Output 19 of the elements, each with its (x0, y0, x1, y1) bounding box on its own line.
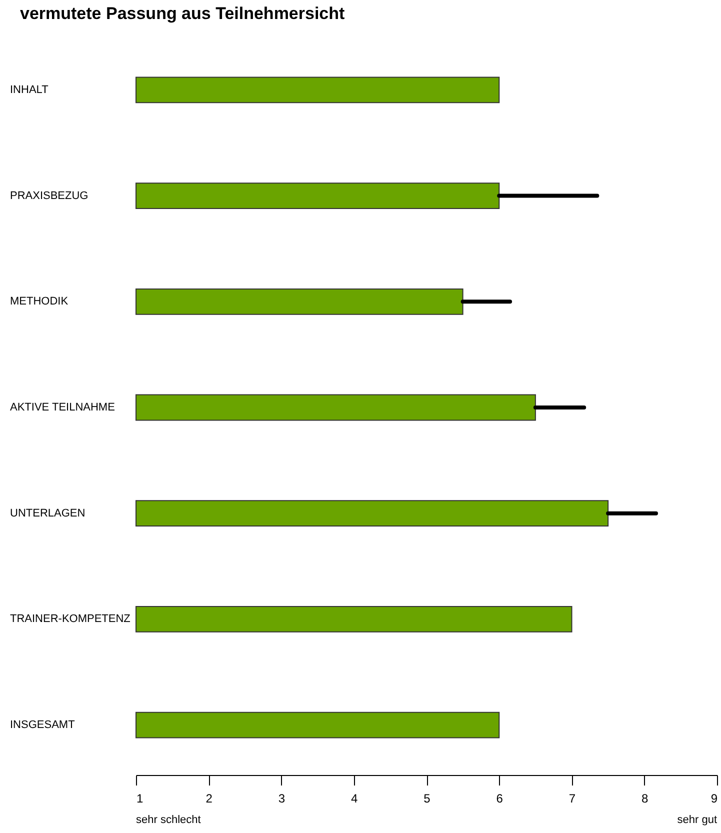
y-tick-label: UNTERLAGEN (10, 507, 86, 520)
y-tick-label: TRAINER-KOMPETENZ (10, 613, 131, 626)
text: sehr gut (677, 814, 717, 826)
y-tick-label: METHODIK (10, 296, 69, 308)
y-tick-label: AKTIVE TEILNAHME (10, 402, 115, 414)
x-tick-label: 5 (424, 792, 431, 806)
x-tick-label: 9 (710, 792, 718, 806)
y-tick-label: INSGESAMT (10, 719, 76, 732)
x-tick-label: 2 (206, 792, 213, 806)
chart-title: vermutete Passung aus Teilnehmersicht (20, 4, 346, 23)
x-tick-label: 1 (136, 792, 144, 806)
x-tick-label: 4 (351, 792, 358, 806)
y-tick-label: INHALT (10, 84, 49, 96)
x-tick-label: 8 (642, 792, 649, 806)
x-tick-label: 6 (496, 792, 504, 806)
text: sehr schlecht (136, 814, 201, 826)
y-tick-label: PRAXISBEZUG (10, 190, 88, 202)
x-tick-label: 7 (568, 792, 576, 806)
x-tick-label: 3 (278, 792, 286, 806)
